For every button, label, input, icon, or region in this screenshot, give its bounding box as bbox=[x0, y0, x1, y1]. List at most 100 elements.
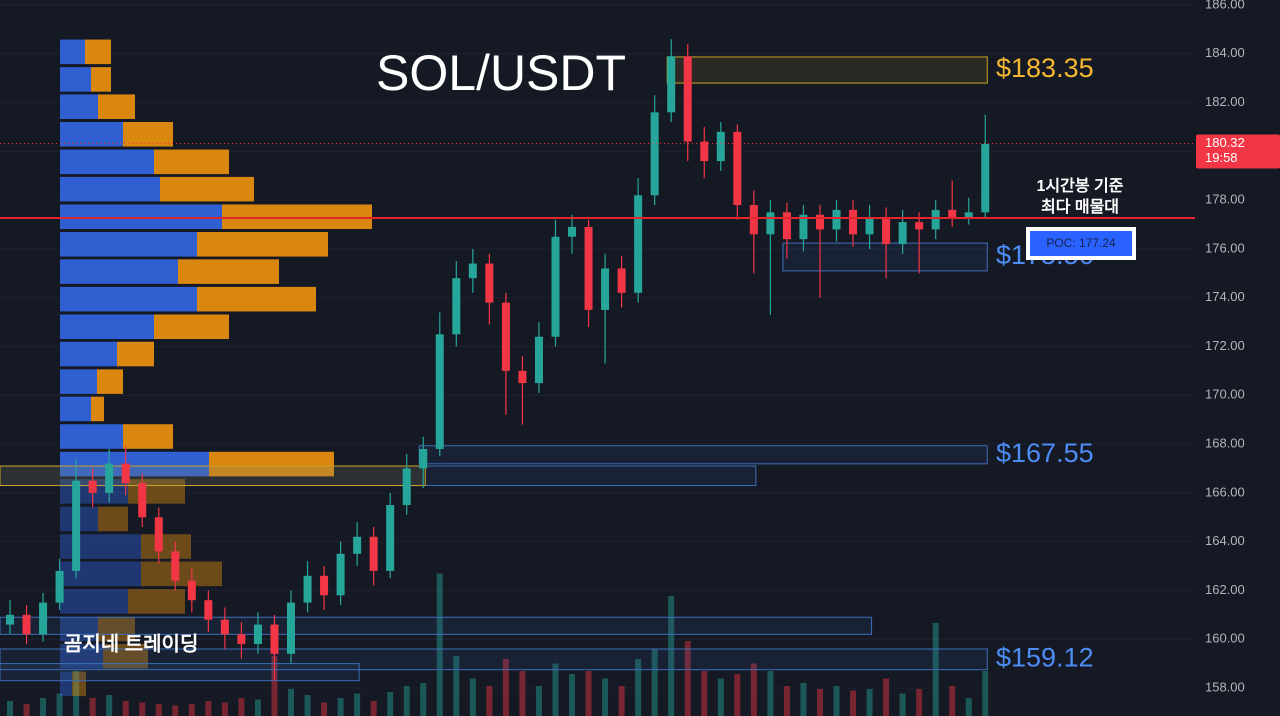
profile-buy bbox=[60, 451, 209, 477]
profile-sell bbox=[85, 39, 111, 65]
volume-bar bbox=[767, 671, 774, 716]
volume-bar bbox=[866, 689, 873, 716]
profile-buy bbox=[60, 94, 98, 120]
volume-bar bbox=[337, 698, 344, 716]
y-tick-label: 158.00 bbox=[1205, 679, 1245, 694]
profile-sell bbox=[128, 479, 185, 504]
volume-bar bbox=[535, 686, 542, 716]
zone-label: $183.35 bbox=[996, 53, 1094, 83]
candle-body bbox=[402, 468, 411, 506]
volume-bar bbox=[602, 678, 609, 716]
profile-buy bbox=[60, 39, 85, 65]
profile-sell bbox=[123, 424, 173, 449]
profile-sell bbox=[91, 67, 111, 92]
volume-bar bbox=[354, 693, 361, 716]
candle-body bbox=[204, 600, 213, 620]
y-tick-label: 186.00 bbox=[1205, 0, 1245, 11]
volume-bar bbox=[23, 704, 30, 716]
profile-sell bbox=[103, 644, 148, 669]
volume-bar bbox=[370, 701, 377, 716]
volume-bar bbox=[486, 686, 493, 716]
zone-label: $159.12 bbox=[996, 642, 1094, 672]
candle-body bbox=[187, 580, 196, 601]
volume-bar bbox=[635, 659, 642, 716]
candle-body bbox=[815, 214, 824, 230]
candle-body bbox=[39, 602, 48, 635]
candle-body bbox=[369, 536, 378, 571]
profile-buy bbox=[60, 369, 97, 394]
profile-buy bbox=[60, 589, 128, 614]
profile-sell bbox=[197, 286, 316, 312]
volume-bar bbox=[172, 705, 179, 716]
candle-body bbox=[353, 536, 362, 554]
volume-bar bbox=[750, 663, 757, 716]
candle-body bbox=[733, 131, 742, 206]
profile-buy bbox=[60, 314, 154, 340]
profile-sell bbox=[128, 589, 185, 614]
candle-body bbox=[634, 195, 643, 293]
candle-body bbox=[650, 112, 659, 196]
candle-body bbox=[551, 236, 560, 337]
last-price-tag bbox=[1196, 134, 1280, 169]
profile-sell bbox=[117, 341, 154, 367]
y-tick-label: 168.00 bbox=[1205, 436, 1245, 451]
y-tick-label: 182.00 bbox=[1205, 94, 1245, 109]
volume-bar bbox=[238, 698, 245, 716]
candle-body bbox=[303, 575, 312, 603]
candle-body bbox=[220, 619, 229, 635]
volume-bar bbox=[271, 656, 278, 716]
profile-buy bbox=[60, 644, 103, 669]
last-price-time: 19:58 bbox=[1205, 150, 1238, 165]
y-tick-label: 164.00 bbox=[1205, 533, 1245, 548]
volume-bar bbox=[56, 693, 63, 716]
candle-body bbox=[584, 226, 593, 310]
volume-bar bbox=[965, 698, 972, 716]
zone bbox=[0, 616, 873, 635]
chart-title: SOL/USDT bbox=[376, 45, 626, 101]
candle-body bbox=[501, 302, 510, 371]
profile-sell bbox=[222, 204, 372, 230]
volume-bar bbox=[106, 695, 113, 716]
zone bbox=[666, 56, 988, 84]
watermark: 곰지네 트레이딩 bbox=[64, 632, 198, 655]
candle-body bbox=[882, 217, 891, 245]
candle-body bbox=[766, 212, 775, 235]
candle-body bbox=[468, 263, 477, 279]
candle-body bbox=[72, 480, 81, 571]
poc-box bbox=[1030, 231, 1132, 256]
profile-buy bbox=[60, 341, 117, 367]
y-tick-label: 162.00 bbox=[1205, 582, 1245, 597]
volume-bar bbox=[221, 702, 228, 716]
profile-sell bbox=[97, 369, 123, 394]
profile-sell bbox=[141, 534, 191, 559]
zone bbox=[0, 648, 988, 671]
profile-sell bbox=[141, 561, 222, 587]
candle-body bbox=[22, 614, 31, 635]
candle-body bbox=[138, 483, 147, 518]
volume-bar bbox=[205, 701, 212, 716]
poc-label: POC: 177.24 bbox=[1046, 236, 1116, 250]
candle-body bbox=[386, 505, 395, 571]
candle-body bbox=[55, 570, 64, 603]
candle-body bbox=[419, 448, 428, 469]
candle-body bbox=[782, 212, 791, 240]
volume-bar bbox=[304, 695, 311, 716]
profile-buy bbox=[60, 424, 123, 449]
volume-bar bbox=[833, 686, 840, 716]
volume-bar bbox=[420, 683, 427, 716]
candle-body bbox=[154, 517, 163, 552]
candle-body bbox=[452, 278, 461, 335]
volume-bar bbox=[139, 702, 146, 716]
volume-bar bbox=[717, 678, 724, 716]
volume-bar bbox=[585, 671, 592, 716]
volume-bar bbox=[502, 659, 509, 716]
candle-body bbox=[121, 463, 130, 484]
profile-sell bbox=[160, 176, 254, 202]
candle-body bbox=[601, 268, 610, 310]
candle-body bbox=[237, 634, 246, 645]
candle-body bbox=[832, 209, 841, 230]
candle-body bbox=[981, 144, 990, 213]
candle-body bbox=[700, 141, 709, 162]
